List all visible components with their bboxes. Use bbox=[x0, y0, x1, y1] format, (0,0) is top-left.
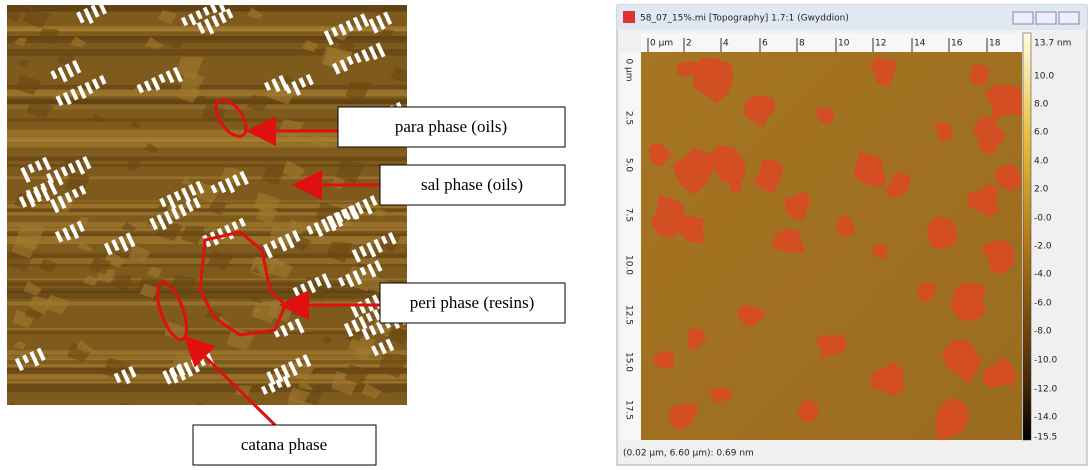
afm-image-right bbox=[641, 52, 1026, 440]
y-ruler-label: 15.0 bbox=[624, 352, 634, 372]
color-scale-label: 6.0 bbox=[1034, 128, 1049, 138]
y-ruler-label: 0 µm bbox=[624, 58, 634, 81]
x-ruler-label: 8 bbox=[799, 39, 805, 49]
x-ruler-label: 2 bbox=[686, 39, 692, 49]
y-ruler-label: 10.0 bbox=[624, 255, 634, 275]
y-ruler-label: 17.5 bbox=[624, 400, 634, 420]
color-scale-label: -0.0 bbox=[1034, 214, 1052, 224]
color-scale-label: 10.0 bbox=[1034, 72, 1054, 82]
texture bbox=[7, 280, 407, 286]
afm-image-left bbox=[4, 0, 418, 420]
texture bbox=[7, 295, 407, 299]
y-ruler-label: 12.5 bbox=[624, 305, 634, 325]
color-scale-label: -2.0 bbox=[1034, 242, 1052, 252]
close-button[interactable] bbox=[1059, 12, 1079, 24]
color-scale-label: 4.0 bbox=[1034, 157, 1049, 167]
x-ruler-label: 12 bbox=[875, 39, 886, 49]
phase-label: peri phase (resins) bbox=[410, 293, 535, 312]
color-scale-label: -15.5 bbox=[1034, 433, 1057, 443]
minimize-button[interactable] bbox=[1013, 12, 1033, 24]
color-bar bbox=[1023, 33, 1031, 440]
x-ruler-label: 6 bbox=[762, 39, 768, 49]
app-icon bbox=[623, 11, 635, 23]
color-scale-label: -8.0 bbox=[1034, 327, 1052, 337]
y-ruler-label: 7.5 bbox=[624, 208, 634, 222]
color-scale-label: 2.0 bbox=[1034, 185, 1049, 195]
phase-label: sal phase (oils) bbox=[421, 175, 523, 194]
y-ruler-label: 5.0 bbox=[624, 158, 634, 173]
color-scale-label: 13.7 nm bbox=[1034, 39, 1071, 49]
x-ruler-label: 14 bbox=[914, 39, 926, 49]
y-ruler-label: 2.5 bbox=[624, 111, 634, 125]
color-scale-label: -12.0 bbox=[1034, 385, 1058, 395]
window-title: 58_07_15%.mi [Topography] 1.7:1 (Gwyddio… bbox=[640, 14, 849, 24]
figure: para phase (oils) sal phase (oils) peri … bbox=[0, 0, 1091, 470]
x-ruler-label: 0 µm bbox=[650, 39, 673, 49]
grain bbox=[927, 217, 957, 250]
texture bbox=[7, 291, 407, 295]
status-bar: (0.02 µm, 6.60 µm): 0.69 nm bbox=[623, 449, 754, 459]
window-buttons[interactable] bbox=[1013, 12, 1079, 24]
color-scale-label: -10.0 bbox=[1034, 356, 1058, 366]
x-ruler-label: 10 bbox=[838, 39, 850, 49]
texture bbox=[7, 258, 407, 264]
x-ruler-label: 18 bbox=[989, 39, 1001, 49]
x-ruler-label: 16 bbox=[951, 39, 963, 49]
texture bbox=[7, 332, 407, 334]
x-ruler bbox=[641, 33, 1022, 52]
color-scale-label: -4.0 bbox=[1034, 270, 1052, 280]
texture bbox=[7, 365, 407, 367]
phase-label: para phase (oils) bbox=[395, 117, 507, 136]
color-scale-label: 8.0 bbox=[1034, 100, 1049, 110]
color-scale-label: -14.0 bbox=[1034, 413, 1058, 423]
color-scale-label: -6.0 bbox=[1034, 299, 1052, 309]
maximize-button[interactable] bbox=[1036, 12, 1056, 24]
phase-label: catana phase bbox=[241, 435, 327, 454]
gwyddion-window: 58_07_15%.mi [Topography] 1.7:1 (Gwyddio… bbox=[617, 5, 1087, 465]
texture bbox=[7, 85, 407, 90]
x-ruler-label: 4 bbox=[723, 39, 729, 49]
